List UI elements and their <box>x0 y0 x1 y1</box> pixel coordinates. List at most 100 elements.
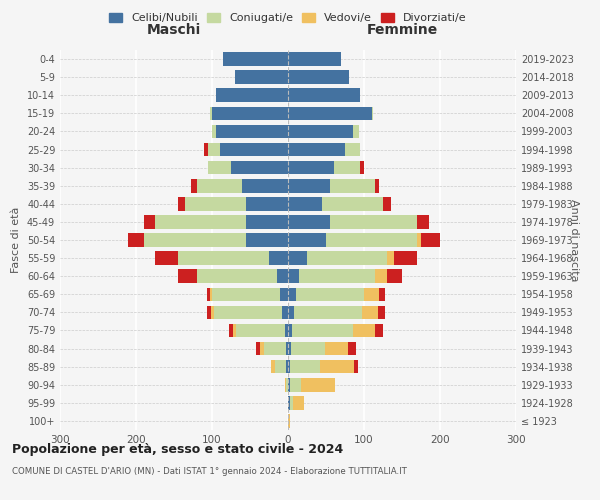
Bar <box>379 288 385 301</box>
Bar <box>277 270 288 283</box>
Text: Popolazione per età, sesso e stato civile - 2024: Popolazione per età, sesso e stato civil… <box>12 442 343 456</box>
Bar <box>271 360 275 374</box>
Bar <box>282 306 288 319</box>
Bar <box>280 288 288 301</box>
Bar <box>288 342 291 355</box>
Bar <box>212 124 216 138</box>
Bar <box>216 124 288 138</box>
Bar <box>155 252 178 265</box>
Bar <box>364 288 379 301</box>
Bar <box>330 215 417 228</box>
Bar <box>211 306 214 319</box>
Bar <box>383 197 391 210</box>
Bar <box>288 233 326 247</box>
Bar <box>288 378 290 392</box>
Bar <box>290 360 320 374</box>
Bar <box>288 288 296 301</box>
Bar <box>233 324 236 338</box>
Bar <box>288 70 349 84</box>
Bar <box>288 270 299 283</box>
Bar <box>212 106 288 120</box>
Bar <box>288 215 330 228</box>
Bar <box>212 288 280 301</box>
Bar <box>143 215 155 228</box>
Bar <box>376 179 379 192</box>
Bar <box>288 396 290 409</box>
Text: Femmine: Femmine <box>367 24 437 38</box>
Bar <box>320 360 354 374</box>
Bar <box>242 179 288 192</box>
Bar <box>377 306 385 319</box>
Bar <box>143 233 246 247</box>
Bar <box>417 233 421 247</box>
Bar <box>208 142 220 156</box>
Bar <box>348 342 356 355</box>
Bar <box>288 324 292 338</box>
Bar <box>211 106 212 120</box>
Y-axis label: Fasce di età: Fasce di età <box>11 207 21 273</box>
Bar <box>211 288 212 301</box>
Bar <box>288 179 330 192</box>
Bar <box>155 215 246 228</box>
Bar <box>421 233 440 247</box>
Bar <box>288 52 341 66</box>
Bar <box>197 179 242 192</box>
Bar <box>376 324 383 338</box>
Bar <box>288 306 294 319</box>
Bar <box>205 142 208 156</box>
Bar <box>256 342 260 355</box>
Bar <box>220 142 288 156</box>
Bar <box>290 378 301 392</box>
Bar <box>285 324 288 338</box>
Bar <box>246 197 288 210</box>
Bar <box>345 142 360 156</box>
Bar <box>191 179 197 192</box>
Bar <box>288 252 307 265</box>
Bar <box>294 306 362 319</box>
Bar <box>185 197 246 210</box>
Bar <box>288 142 345 156</box>
Bar <box>301 378 335 392</box>
Bar <box>293 396 304 409</box>
Bar <box>291 342 325 355</box>
Bar <box>326 233 417 247</box>
Bar <box>288 197 322 210</box>
Bar <box>197 270 277 283</box>
Bar <box>178 197 185 210</box>
Bar <box>387 270 402 283</box>
Bar <box>362 306 377 319</box>
Bar <box>322 197 383 210</box>
Bar <box>178 252 269 265</box>
Bar <box>128 233 143 247</box>
Bar <box>223 52 288 66</box>
Bar <box>288 414 290 428</box>
Bar <box>353 324 376 338</box>
Y-axis label: Anni di nascita: Anni di nascita <box>569 198 579 281</box>
Bar <box>246 233 288 247</box>
Bar <box>285 378 286 392</box>
Bar <box>292 324 353 338</box>
Bar <box>353 124 359 138</box>
Bar <box>288 124 353 138</box>
Bar <box>260 342 263 355</box>
Bar <box>376 270 387 283</box>
Bar <box>334 161 360 174</box>
Bar <box>299 270 376 283</box>
Bar <box>286 378 288 392</box>
Bar <box>275 360 286 374</box>
Bar <box>286 342 288 355</box>
Bar <box>263 342 286 355</box>
Bar <box>269 252 288 265</box>
Bar <box>394 252 417 265</box>
Bar <box>236 324 285 338</box>
Bar <box>288 88 360 102</box>
Bar <box>246 215 288 228</box>
Bar <box>231 161 288 174</box>
Bar <box>307 252 387 265</box>
Bar <box>296 288 364 301</box>
Bar <box>235 70 288 84</box>
Bar <box>387 252 394 265</box>
Bar <box>288 161 334 174</box>
Bar <box>354 360 358 374</box>
Bar <box>288 106 371 120</box>
